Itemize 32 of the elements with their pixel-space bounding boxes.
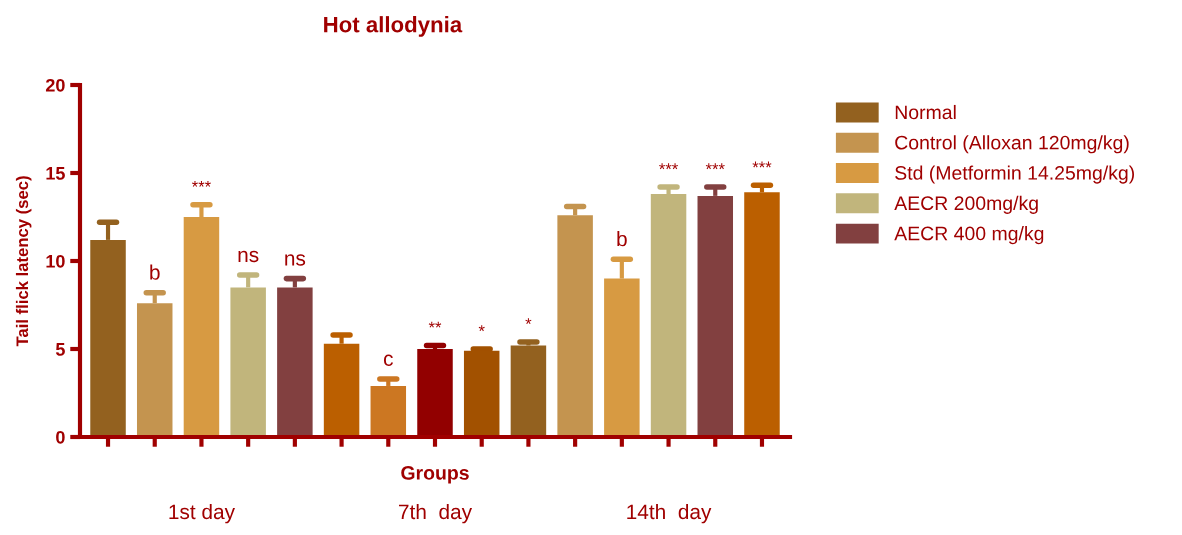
x-axis-title: Groups — [401, 465, 469, 484]
chart-title: Hot allodynia — [324, 16, 463, 37]
data-label: * — [525, 318, 532, 325]
data-label: *** — [191, 180, 211, 187]
data-label: *** — [752, 161, 772, 168]
data-label: ns — [238, 250, 259, 263]
data-label: *** — [659, 163, 679, 170]
data-label: b — [150, 264, 160, 280]
data-label: ** — [428, 321, 442, 328]
bar — [744, 192, 780, 437]
data-label: * — [478, 325, 485, 332]
bar — [650, 194, 687, 437]
y-tick-label: 10 — [46, 254, 65, 268]
legend-label: AECR 400 mg/kg — [894, 226, 1044, 245]
data-label: b — [617, 231, 627, 247]
data-label: ns — [285, 254, 306, 266]
y-tick-label: 5 — [55, 343, 65, 356]
text: 7th day — [399, 503, 473, 524]
y-tick-label: 15 — [46, 167, 65, 180]
bar — [370, 385, 407, 437]
data-label: *** — [705, 163, 725, 170]
text: 1st day — [169, 503, 235, 524]
legend-label: AECR 200mg/kg — [894, 195, 1038, 214]
y-tick-label: 20 — [45, 78, 65, 92]
y-axis-title: Tail flick latency (sec) — [15, 176, 32, 347]
legend-label: Normal — [895, 104, 956, 120]
y-tick-label: 0 — [56, 430, 65, 444]
legend-label: Control (Alloxan 120mg/kg) — [895, 135, 1129, 154]
bar — [463, 350, 500, 437]
legend-label: Std (Metformin 14.25mg/kg) — [895, 165, 1135, 184]
data-label: c — [383, 354, 393, 366]
text: 14th day — [627, 503, 712, 524]
